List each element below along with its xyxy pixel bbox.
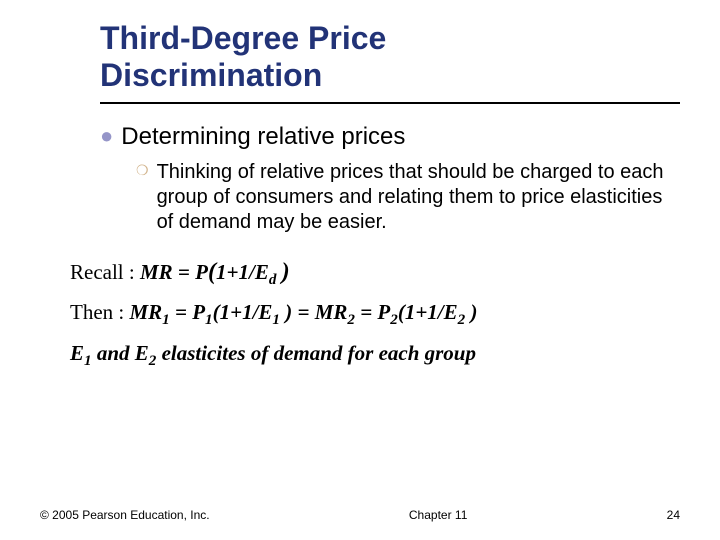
one2b: 1 — [427, 300, 438, 324]
e2-sub: 2 — [458, 313, 466, 329]
e2: E — [444, 300, 458, 324]
bullet-l2-text: Thinking of relative prices that should … — [157, 160, 680, 235]
mr2: MR — [315, 300, 348, 324]
footer-copyright: © 2005 Pearson Education, Inc. — [40, 508, 210, 522]
e-a: E — [70, 341, 84, 365]
lp1: ( — [213, 300, 220, 324]
bullet-l1-text: Determining relative prices — [121, 122, 405, 152]
equation-recall: Recall : MR = P(1+1/Ed ) — [70, 251, 680, 294]
mr-symbol: MR — [140, 260, 173, 284]
plus2: + — [415, 300, 427, 324]
plus: + — [227, 260, 239, 284]
mr2-sub: 2 — [347, 313, 355, 329]
p2: P — [377, 300, 390, 324]
title-line-2: Discrimination — [100, 57, 322, 93]
slide-footer: © 2005 Pearson Education, Inc. Chapter 1… — [40, 508, 680, 522]
lp2: ( — [398, 300, 405, 324]
elasticities-rest: elasticites of demand for each group — [156, 341, 476, 365]
one-b: 1 — [238, 260, 249, 284]
e1-sub: 1 — [272, 313, 280, 329]
bullet-level-2: ❍ Thinking of relative prices that shoul… — [136, 160, 680, 235]
equation-elasticities: E1 and E2 elasticites of demand for each… — [70, 336, 680, 375]
title-underline — [100, 102, 680, 104]
footer-chapter: Chapter 11 — [409, 508, 467, 522]
equation-then: Then : MR1 = P1(1+1/E1 ) = MR2 = P2(1+1/… — [70, 295, 680, 334]
slide-title: Third-Degree Price Discrimination — [100, 20, 680, 94]
plus1: + — [230, 300, 242, 324]
e-symbol: E — [255, 260, 269, 284]
one: 1 — [216, 260, 227, 284]
eq-sign: = — [173, 260, 195, 284]
equations-block: Recall : MR = P(1+1/Ed ) Then : MR1 = P1… — [70, 251, 680, 376]
p1-sub: 1 — [205, 313, 213, 329]
eq2: = — [292, 300, 314, 324]
p2-sub: 2 — [390, 313, 398, 329]
e-a-sub: 1 — [84, 354, 92, 370]
and-text: and — [92, 341, 135, 365]
e1: E — [258, 300, 272, 324]
lparen: ( — [208, 258, 216, 285]
e-b: E — [135, 341, 149, 365]
rp2: ) — [470, 300, 477, 324]
bullet-level-1: ● Determining relative prices — [100, 122, 680, 152]
title-line-1: Third-Degree Price — [100, 20, 386, 56]
then-prefix: Then : — [70, 300, 129, 324]
eq1: = — [170, 300, 192, 324]
eq3: = — [355, 300, 377, 324]
rparen: ) — [282, 258, 290, 285]
mr1: MR — [129, 300, 162, 324]
one1b: 1 — [242, 300, 253, 324]
mr1-sub: 1 — [162, 313, 170, 329]
sub-d: d — [269, 272, 277, 288]
footer-page-number: 24 — [667, 508, 680, 522]
one2: 1 — [405, 300, 416, 324]
circle-bullet-icon: ❍ — [136, 160, 149, 182]
p-symbol: P — [195, 260, 208, 284]
p1: P — [192, 300, 205, 324]
recall-prefix: Recall : — [70, 260, 140, 284]
disc-bullet-icon: ● — [100, 122, 113, 150]
one1: 1 — [220, 300, 231, 324]
